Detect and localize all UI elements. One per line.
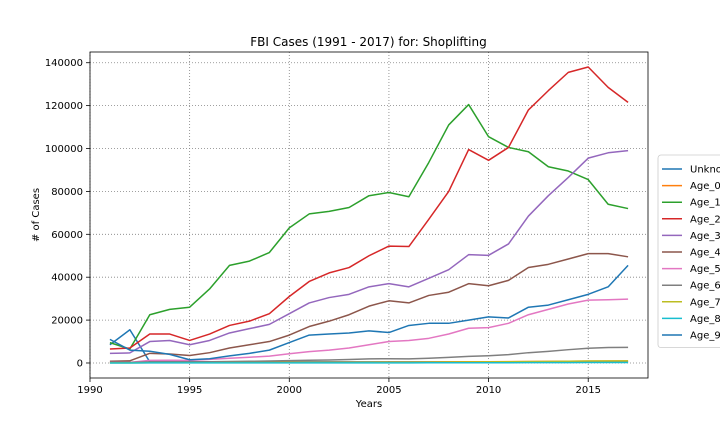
x-tick-label: 1990 [77, 385, 102, 396]
plot-frame [89, 51, 649, 379]
y-tick-label: 80000 [51, 187, 83, 198]
chart-title: FBI Cases (1991 - 2017) for: Shoplifting [250, 35, 486, 49]
series-line-age_9 [109, 264, 629, 361]
series-line-age_6 [109, 346, 629, 364]
series-line-age_4 [109, 252, 629, 363]
legend-label: Age_5 [690, 264, 720, 275]
y-tick-label: 140000 [45, 58, 83, 69]
legend-label: Unkno [690, 165, 720, 176]
x-tick-label: 2000 [277, 385, 302, 396]
y-tick-label: 100000 [45, 144, 83, 155]
x-tick-label: 2015 [575, 385, 600, 396]
legend: Unkno Age_0 Age_1 Age_2 Age_3 Age_4 Age_5 Age_6… [657, 154, 720, 348]
series-line-age_1 [109, 103, 629, 350]
x-tick-label: 2005 [376, 385, 401, 396]
x-tick-label: 2010 [476, 385, 501, 396]
y-axis: 0 20000 40000 60000 80000 100000 120000 140000 [45, 58, 90, 369]
x-tick-label: 1995 [177, 385, 202, 396]
series-line-age_2 [109, 66, 629, 350]
y-axis-title: # of Cases [31, 188, 42, 242]
legend-label: Age_3 [690, 231, 720, 242]
x-axis: 1990 1995 2000 2005 2010 2015 [77, 378, 601, 396]
y-tick-label: 60000 [51, 230, 83, 241]
legend-label: Age_8 [690, 314, 720, 325]
y-tick-label: 20000 [51, 316, 83, 327]
legend-box [657, 154, 720, 348]
legend-label: Age_9 [690, 331, 720, 342]
legend-label: Age_4 [690, 248, 720, 259]
y-tick-label: 0 [77, 358, 83, 369]
legend-label: Age_7 [690, 297, 720, 308]
legend-label: Age_6 [690, 281, 720, 292]
legend-label: Age_0 [690, 181, 720, 192]
series-line-age_3 [109, 149, 629, 355]
y-tick-label: 40000 [51, 273, 83, 284]
series-lines [109, 66, 629, 364]
y-tick-label: 120000 [45, 101, 83, 112]
legend-label: Age_1 [690, 198, 720, 209]
x-axis-title: Years [355, 399, 382, 410]
legend-label: Age_2 [690, 214, 720, 225]
